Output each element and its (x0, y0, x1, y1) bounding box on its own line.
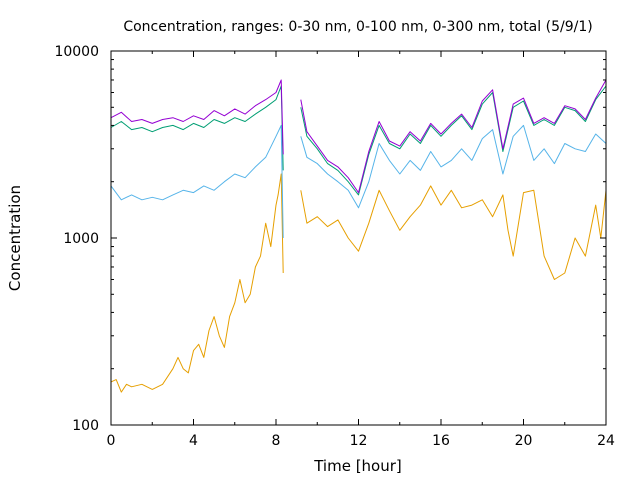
axis-ticks (110, 50, 607, 426)
y-axis-label: Concentration (6, 185, 24, 291)
plot-frame (110, 50, 607, 426)
x-tick-label: 8 (272, 433, 281, 449)
y-tick-label: 10000 (54, 44, 99, 60)
x-tick-label: 4 (189, 433, 198, 449)
series-line-3 (110, 85, 607, 196)
y-tick-label: 100 (72, 418, 99, 434)
x-tick-label: 20 (515, 433, 533, 449)
x-axis-label: Time [hour] (313, 457, 402, 475)
axis-tick-labels: 0 4 8 12 16 20 24 100 1000 10000 (54, 44, 615, 449)
x-tick-label: 0 (107, 433, 116, 449)
chart-title: Concentration, ranges: 0-30 nm, 0-100 nm… (123, 19, 592, 35)
series-line-4 (110, 79, 607, 194)
x-tick-label: 24 (597, 433, 615, 449)
series-line-2 (110, 124, 607, 239)
series-layer (110, 79, 607, 393)
x-tick-label: 12 (350, 433, 368, 449)
x-tick-label: 16 (432, 433, 450, 449)
y-tick-label: 1000 (63, 231, 99, 247)
series-line-1 (110, 173, 607, 393)
